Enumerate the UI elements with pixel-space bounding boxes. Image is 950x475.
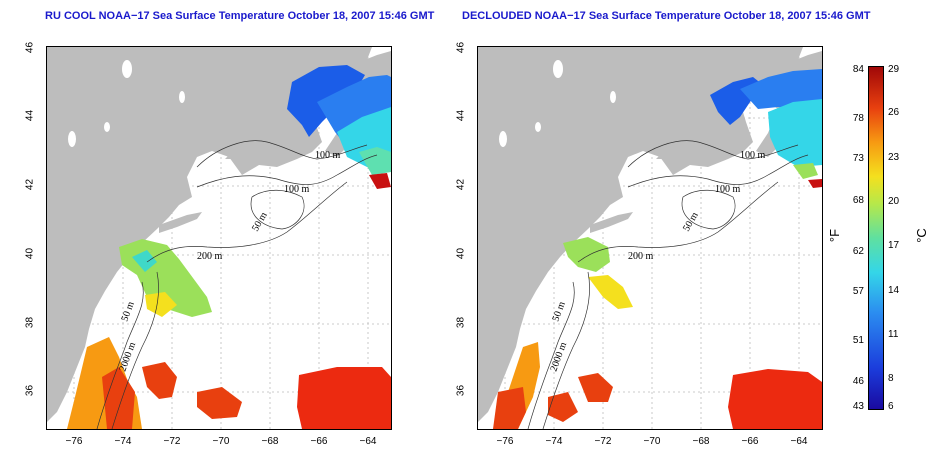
lon-tick-left: −66 <box>310 436 328 447</box>
temperature-colorbar <box>868 66 884 410</box>
lakes <box>68 60 185 147</box>
right-sst-map: 100 m 100 m 50 m 200 m 50 m 2000 m <box>477 46 823 430</box>
contour-label: 200 m <box>628 251 654 262</box>
lon-tick-right: −76 <box>496 436 514 447</box>
contour-label: 2000 m <box>548 341 569 373</box>
colorbar-f-label: 84 <box>852 64 864 75</box>
lon-tick-right: −64 <box>790 436 808 447</box>
lon-tick-left: −72 <box>163 436 181 447</box>
colorbar-c-label: 26 <box>888 107 900 118</box>
colorbar-f-label: 78 <box>852 113 864 124</box>
contour-label: 100 m <box>315 150 341 161</box>
lat-tick-36-left: 36 <box>24 384 36 397</box>
lon-tick-left: −68 <box>261 436 279 447</box>
lat-tick-38-left: 38 <box>24 316 36 329</box>
contour-label: 50 m <box>550 300 567 323</box>
lat-tick-44-left: 44 <box>24 109 36 122</box>
lon-tick-left: −76 <box>65 436 83 447</box>
lat-tick-38-right: 38 <box>455 316 467 329</box>
colorbar-c-label: 11 <box>888 329 899 340</box>
long-island <box>159 212 202 233</box>
bathymetry-contours <box>527 140 809 429</box>
colorbar-c-label: 14 <box>888 285 900 296</box>
sst-data-left <box>67 65 391 429</box>
contour-label: 200 m <box>197 251 223 262</box>
left-panel-title: RU COOL NOAA−17 Sea Surface Temperature … <box>45 10 435 22</box>
lon-tick-left: −74 <box>114 436 132 447</box>
lat-tick-44-right: 44 <box>455 109 467 122</box>
contour-label: 50 m <box>250 210 270 233</box>
lon-tick-left: −70 <box>212 436 230 447</box>
lon-tick-right: −74 <box>545 436 563 447</box>
lon-tick-right: −72 <box>594 436 612 447</box>
lon-tick-right: −66 <box>741 436 759 447</box>
colorbar-c-label: 23 <box>888 152 900 163</box>
lakes <box>499 60 616 147</box>
colorbar-f-label: 43 <box>852 401 864 412</box>
bathymetry-contours <box>96 140 378 429</box>
lat-tick-46-right: 46 <box>455 41 467 54</box>
right-panel-title: DECLOUDED NOAA−17 Sea Surface Temperatur… <box>462 10 871 22</box>
long-island <box>590 212 633 233</box>
colorbar-f-label: 62 <box>852 246 864 257</box>
fahrenheit-unit-label: °F <box>827 228 843 243</box>
contour-label: 2000 m <box>117 341 138 373</box>
lon-tick-right: −68 <box>692 436 710 447</box>
lat-tick-40-right: 40 <box>455 247 467 260</box>
colorbar-c-label: 29 <box>888 64 900 75</box>
cape-cod <box>656 147 676 159</box>
contour-label: 100 m <box>715 184 741 195</box>
celsius-unit-label: °C <box>913 228 929 243</box>
lat-tick-42-left: 42 <box>24 178 36 191</box>
lat-tick-42-right: 42 <box>455 178 467 191</box>
left-sst-map: 100 m 100 m 50 m 200 m 50 m 2000 m <box>46 46 392 430</box>
cape-cod <box>225 147 245 159</box>
contour-label: 50 m <box>681 210 701 233</box>
lon-tick-right: −70 <box>643 436 661 447</box>
land-mass <box>47 47 372 422</box>
colorbar-c-label: 20 <box>888 196 900 207</box>
colorbar-f-label: 46 <box>852 376 864 387</box>
sst-data-right <box>493 69 822 429</box>
right-map-svg: 100 m 100 m 50 m 200 m 50 m 2000 m <box>478 47 822 429</box>
colorbar-f-label: 68 <box>852 195 864 206</box>
colorbar-f-label: 57 <box>852 286 864 297</box>
contour-label: 100 m <box>740 150 766 161</box>
lat-tick-46-left: 46 <box>24 41 36 54</box>
lat-tick-36-right: 36 <box>455 384 467 397</box>
colorbar-f-label: 73 <box>852 153 864 164</box>
colorbar-c-label: 6 <box>888 401 894 412</box>
left-map-svg: 100 m 100 m 50 m 200 m 50 m 2000 m <box>47 47 391 429</box>
land-mass <box>478 47 803 422</box>
lon-tick-left: −64 <box>359 436 377 447</box>
contour-label: 100 m <box>284 184 310 195</box>
colorbar-c-label: 17 <box>888 240 900 251</box>
contour-label: 50 m <box>119 300 136 323</box>
colorbar-c-label: 8 <box>888 373 894 384</box>
lat-tick-40-left: 40 <box>24 247 36 260</box>
colorbar-f-label: 51 <box>852 335 864 346</box>
